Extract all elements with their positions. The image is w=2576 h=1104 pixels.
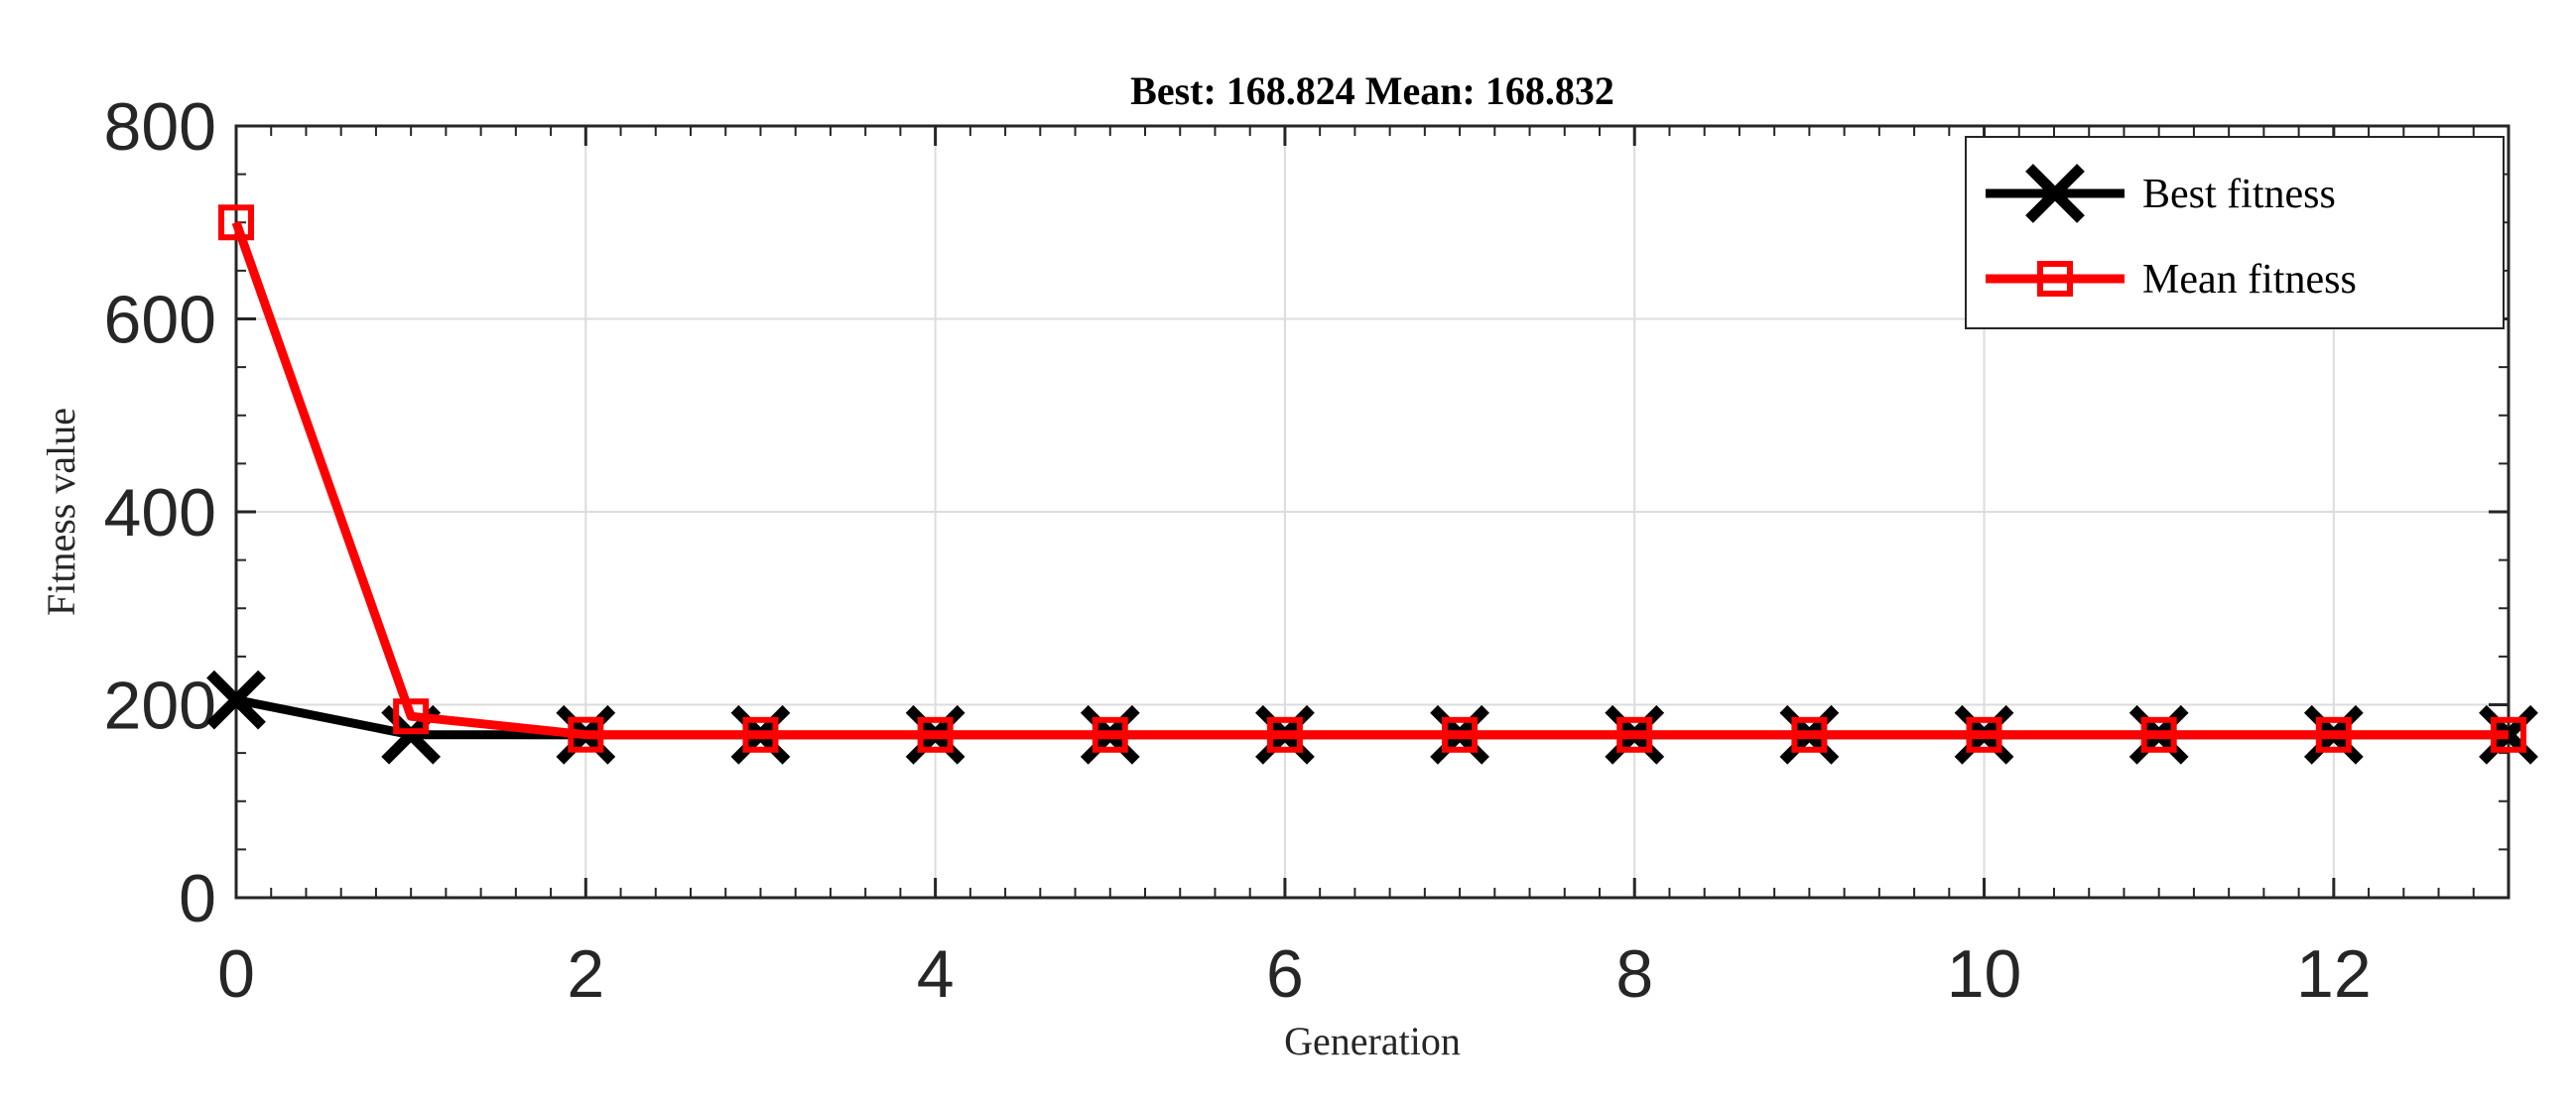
legend: Best fitness Mean fitness (1965, 136, 2505, 329)
series-best-fitness (206, 670, 2538, 765)
mean-fitness-point (1966, 716, 2002, 753)
y-axis-label: Fitness value (39, 408, 83, 616)
y-tick-label: 400 (104, 475, 216, 551)
mean-fitness-point (1791, 716, 1828, 753)
plot-frame (234, 124, 2511, 900)
mean-fitness-point (218, 204, 254, 241)
x-tick-label: 8 (1615, 936, 1653, 1012)
x-tick-label: 2 (567, 936, 604, 1012)
best-fitness-point (2025, 164, 2085, 223)
chart-title: Best: 168.824 Mean: 168.832 (1130, 68, 1614, 113)
y-tick-label: 0 (179, 861, 216, 936)
mean-fitness-point (1442, 716, 1479, 753)
mean-fitness-point (2140, 716, 2177, 753)
mean-fitness-point (917, 716, 954, 753)
x-mark-stroke (2025, 164, 2085, 223)
mean-fitness-point (2491, 716, 2526, 753)
x-tick-label: 12 (2296, 936, 2372, 1012)
tick-labels: 0 2 4 6 8 10 12 0 200 400 600 800 (104, 89, 2372, 1012)
x-axis-label: Generation (1284, 1019, 1461, 1063)
series (206, 204, 2538, 765)
mean-fitness-point (568, 716, 604, 753)
x-tick-label: 4 (917, 936, 955, 1012)
mean-fitness-line (231, 220, 2509, 740)
mean-fitness-point (2037, 261, 2073, 297)
mean-fitness-point (1266, 716, 1303, 753)
legend-label: Mean fitness (2142, 257, 2357, 303)
x-mark-stroke (206, 670, 266, 730)
mean-fitness-point (393, 698, 430, 735)
x-tick-label: 0 (217, 936, 255, 1012)
series-mean-fitness (218, 204, 2526, 753)
y-tick-label: 600 (104, 283, 216, 358)
mean-fitness-point (1616, 716, 1653, 753)
x-tick-label: 6 (1266, 936, 1304, 1012)
mean-fitness-point (2315, 716, 2352, 753)
mean-fitness-point (1092, 716, 1128, 753)
y-tick-label: 800 (104, 89, 216, 165)
best-fitness-point (206, 670, 266, 730)
legend-label: Best fitness (2142, 172, 2336, 217)
legend-entry-best-fitness: Best fitness (1986, 164, 2336, 223)
y-tick-label: 200 (104, 669, 216, 744)
x-tick-label: 10 (1947, 936, 2022, 1012)
legend-entry-mean-fitness: Mean fitness (1986, 257, 2357, 303)
mean-fitness-point (742, 716, 779, 753)
